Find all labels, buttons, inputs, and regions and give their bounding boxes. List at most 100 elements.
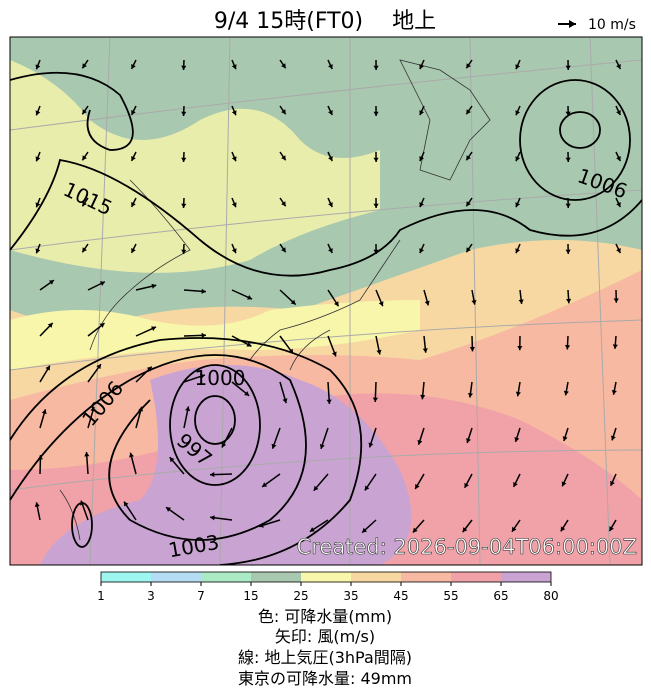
wind-arrow (81, 243, 89, 253)
arrow-head (281, 155, 286, 161)
wind-arrow (35, 59, 41, 70)
wind-arrow (465, 105, 473, 115)
wind-arrow (181, 105, 187, 117)
wind-arrow (135, 366, 153, 383)
wind-arrow (613, 289, 619, 303)
wind-arrow (514, 427, 521, 443)
wind-scale-label: 10 m/s (588, 17, 636, 33)
arrow-head (82, 155, 87, 161)
wind-arrow (565, 151, 571, 163)
wind-arrow (129, 452, 137, 475)
arrow-head (419, 202, 425, 208)
wind-arrow (419, 197, 425, 208)
arrow-head (565, 65, 571, 70)
wind-arrow (39, 322, 54, 337)
arrow-head (185, 406, 191, 412)
wind-arrow (566, 289, 572, 304)
wind-arrow (183, 288, 206, 294)
arrow-head (565, 249, 571, 254)
caption: 矢印: 風(m/s) (275, 627, 375, 646)
colorbar-tick-label: 65 (493, 589, 508, 603)
arrow-head (138, 406, 144, 412)
wind-arrow (39, 279, 55, 291)
arrow-head (328, 110, 333, 116)
wind-arrow (279, 59, 287, 69)
arrow-head (515, 110, 521, 116)
wind-arrow (610, 427, 617, 441)
wind-arrow (465, 197, 473, 207)
arrow-head (181, 65, 187, 70)
arrow-head (210, 515, 215, 521)
arrow-head (129, 452, 135, 458)
arrow-head (331, 351, 337, 357)
arrow-head (99, 281, 105, 286)
wind-arrow (565, 105, 571, 117)
arrow-head (131, 155, 136, 161)
arrow-head (466, 109, 471, 115)
arrow-head (181, 157, 187, 162)
arrow-head (466, 63, 471, 69)
wind-arrow (165, 506, 185, 521)
wind-arrow (368, 427, 377, 448)
wind-arrow (469, 335, 475, 352)
arrow-head (517, 345, 523, 351)
arrow-head (364, 485, 370, 491)
wind-arrow (419, 151, 425, 162)
arrow-head (231, 248, 237, 254)
wind-arrow (515, 197, 521, 208)
wind-arrow (326, 381, 332, 405)
wind-arrow (615, 59, 622, 70)
arrow-head (288, 348, 294, 354)
arrow-head (415, 483, 420, 489)
arrow-head (419, 156, 425, 162)
arrow-head (616, 202, 621, 208)
caption: 東京の可降水量: 49mm (238, 669, 412, 688)
wind-arrow (37, 454, 43, 475)
arrow-head (514, 436, 520, 442)
wind-arrow (419, 243, 425, 254)
wind-arrow (231, 197, 237, 208)
wind-arrow (279, 289, 297, 306)
arrow-head (258, 522, 264, 528)
arrow-head (82, 201, 87, 207)
colorbar-tick-label: 3 (147, 589, 155, 603)
wind-arrow (279, 105, 287, 115)
colorbar-tick-label: 80 (543, 589, 558, 603)
arrow-head (48, 280, 54, 285)
arrow-head (610, 480, 615, 486)
arrow-head (146, 366, 152, 372)
arrow-head (244, 391, 250, 396)
wind-arrow (517, 335, 523, 351)
created-stamp: Created: 2026-09-04T06:00:00Z (297, 535, 637, 559)
arrow-head (99, 323, 105, 328)
wind-arrow (560, 519, 569, 532)
arrow-head (422, 348, 428, 353)
wind-arrow (130, 243, 137, 254)
wind-arrow (561, 473, 569, 487)
wind-arrow (209, 472, 233, 478)
colorbar-segment (251, 572, 301, 582)
wind-arrow (279, 243, 287, 253)
arrow-head (466, 155, 471, 161)
wind-arrow (465, 151, 473, 161)
arrow-head (82, 63, 87, 69)
arrow-head (231, 202, 237, 208)
colorbar-tick-label: 45 (393, 589, 408, 603)
wind-arrow (221, 427, 233, 448)
arrow-head (616, 248, 621, 254)
wind-arrow (231, 151, 237, 162)
wind-arrow (39, 409, 47, 429)
arrow-head (565, 157, 571, 162)
wind-arrow (87, 322, 105, 337)
wind-arrow (135, 326, 157, 337)
wind-arrow (364, 473, 377, 491)
arrow-head (412, 527, 418, 533)
arrow-head (515, 248, 521, 254)
wind-arrow (615, 105, 622, 116)
arrow-head (372, 397, 378, 402)
colorbar-segment (201, 572, 251, 582)
arrow-head (417, 439, 423, 445)
wind-arrow (610, 473, 617, 487)
title: 9/4 15時(FT0) 地上 (214, 9, 436, 34)
arrow-head (373, 203, 379, 208)
